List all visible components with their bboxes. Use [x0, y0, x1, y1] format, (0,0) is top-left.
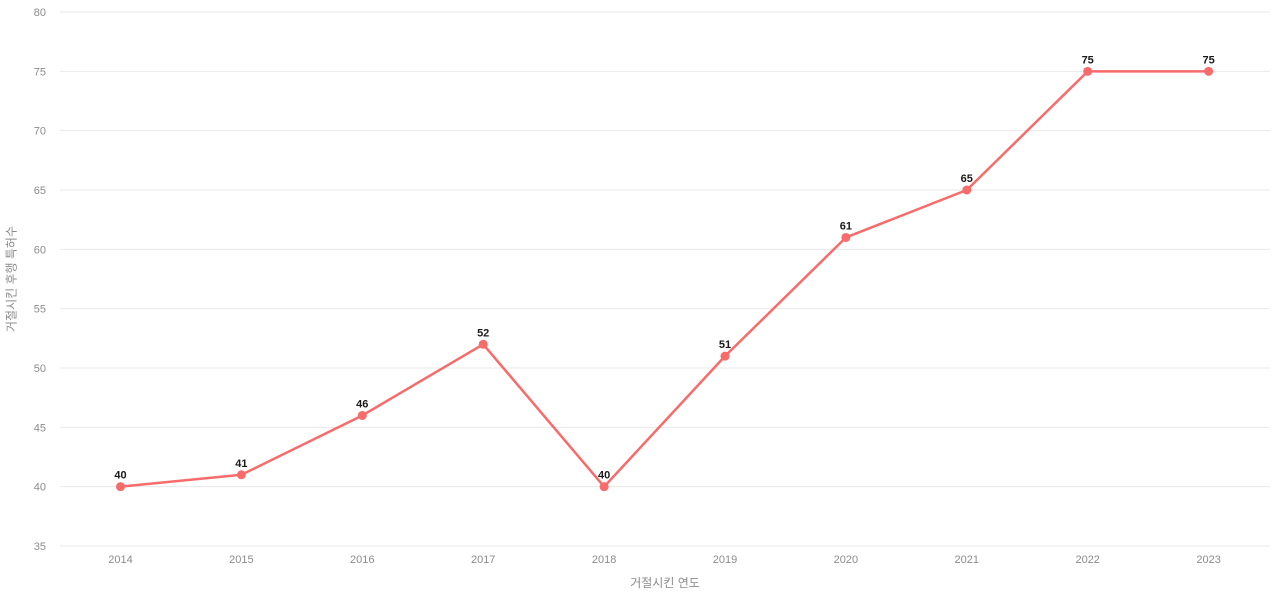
- x-tick-label: 2019: [713, 554, 737, 566]
- data-point-marker: [720, 351, 730, 361]
- y-tick-label: 75: [34, 66, 46, 78]
- y-tick-label: 70: [34, 126, 46, 138]
- x-tick-label: 2020: [834, 554, 858, 566]
- data-point-label: 52: [477, 327, 489, 339]
- data-point-label: 41: [235, 458, 247, 470]
- y-tick-label: 35: [34, 541, 46, 553]
- data-point-marker: [357, 410, 367, 420]
- y-axis-title: 거절시킨 후행 특허수: [4, 225, 19, 333]
- data-point-label: 40: [598, 470, 610, 482]
- data-line: [119, 70, 1210, 488]
- data-point-marker: [116, 482, 125, 492]
- x-tick-label: 2014: [108, 554, 132, 566]
- y-tick-label: 80: [34, 7, 46, 19]
- y-tick-label: 55: [34, 304, 46, 316]
- y-tick-label: 50: [34, 363, 46, 375]
- data-point-marker: [478, 339, 488, 349]
- data-point-label: 40: [114, 470, 126, 482]
- data-point-label: 75: [1202, 54, 1214, 66]
- data-point-label: 46: [356, 398, 368, 410]
- x-tick-label: 2022: [1075, 554, 1099, 566]
- x-tick-label: 2018: [592, 554, 616, 566]
- x-tick-label: 2023: [1196, 554, 1220, 566]
- y-tick-label: 60: [34, 244, 46, 256]
- x-tick-label: 2015: [229, 554, 253, 566]
- y-tick-label: 40: [34, 482, 46, 494]
- x-tick-label: 2021: [955, 554, 979, 566]
- data-point-label: 61: [840, 220, 852, 232]
- data-point-marker: [236, 470, 246, 480]
- x-axis-title: 거절시킨 연도: [630, 576, 700, 590]
- x-tick-label: 2016: [350, 554, 374, 566]
- data-point-marker: [1083, 66, 1093, 76]
- data-point-label: 75: [1082, 54, 1094, 66]
- data-point-marker: [1204, 66, 1214, 76]
- data-point-marker: [962, 185, 972, 195]
- data-point-marker: [841, 232, 851, 242]
- x-tick-label: 2017: [471, 554, 495, 566]
- y-tick-label: 65: [34, 185, 46, 197]
- data-point-label: 65: [961, 173, 973, 185]
- y-tick-label: 45: [34, 422, 46, 434]
- data-point-label: 51: [719, 339, 731, 351]
- data-point-marker: [599, 482, 609, 492]
